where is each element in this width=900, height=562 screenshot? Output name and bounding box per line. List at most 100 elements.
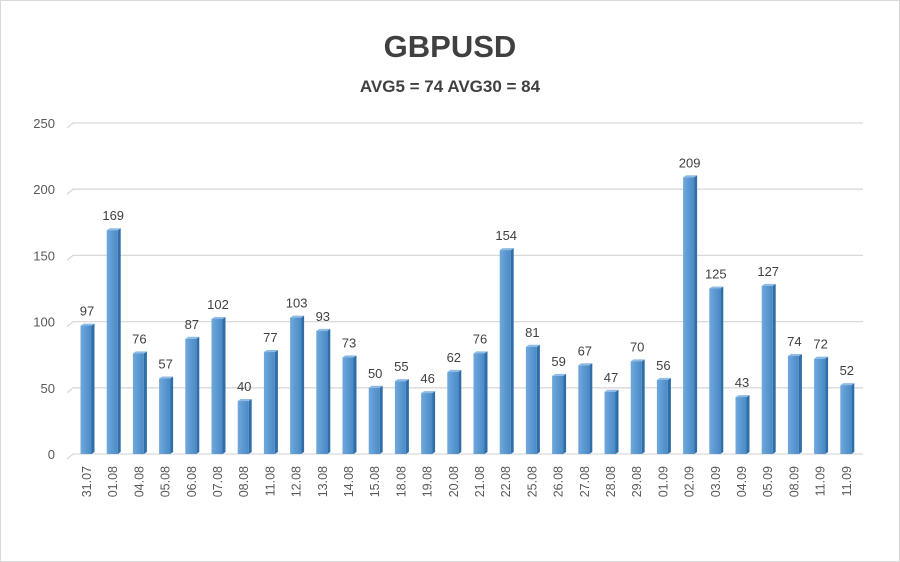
bar-top [525, 344, 540, 347]
data-label: 93 [316, 309, 330, 324]
x-tick-label: 27.08 [578, 466, 592, 497]
bar-side [117, 228, 121, 454]
data-label: 77 [263, 330, 277, 345]
bar [814, 358, 826, 454]
data-label: 74 [787, 334, 801, 349]
y-tick-label: 100 [33, 315, 55, 330]
data-label: 56 [656, 358, 670, 373]
bar-side [746, 395, 750, 454]
x-tick-label: 07.08 [211, 466, 225, 497]
bar-top [447, 369, 462, 372]
bar-top [290, 315, 305, 318]
bar [80, 325, 92, 454]
bar-top [709, 286, 724, 289]
bar [656, 379, 668, 454]
bar-top [132, 351, 147, 354]
bar [604, 391, 616, 454]
bar-top [106, 228, 121, 231]
y-tick-label: 200 [33, 182, 55, 197]
data-label: 103 [286, 296, 308, 311]
y-tick-label: 250 [33, 116, 55, 131]
bar [787, 356, 799, 454]
gridline [66, 320, 863, 328]
gridline [66, 387, 863, 394]
bar [185, 338, 197, 454]
bar-top [368, 385, 383, 388]
bar-side [274, 350, 278, 454]
x-tick-label: 29.08 [630, 466, 644, 497]
bar-side [301, 315, 305, 454]
bar [630, 361, 642, 454]
data-label: 70 [630, 339, 644, 354]
bar [316, 330, 328, 454]
bar-side [379, 385, 383, 454]
x-tick-label: 05.09 [761, 466, 775, 497]
data-label: 50 [368, 366, 382, 381]
x-tick-label: 06.08 [185, 466, 199, 497]
x-tick-label: 21.08 [473, 466, 487, 497]
bar-side [641, 359, 645, 454]
data-label: 81 [525, 325, 539, 340]
data-label: 57 [158, 357, 172, 372]
bar [761, 285, 773, 454]
x-tick-label: 08.09 [787, 466, 801, 497]
bar-top [787, 354, 802, 357]
bar [683, 177, 695, 454]
bar [159, 378, 171, 454]
x-tick-label: 02.09 [683, 466, 697, 497]
bar-top [342, 355, 357, 358]
bar-side [720, 286, 724, 454]
gridline [66, 188, 863, 195]
bar [342, 357, 354, 454]
x-tick-label: 11.08 [263, 466, 277, 496]
data-label: 43 [735, 375, 749, 390]
x-tick-label: 19.08 [421, 466, 435, 497]
data-label: 62 [447, 350, 461, 365]
bar-top [630, 359, 645, 362]
bar-top [814, 356, 829, 359]
data-label: 102 [207, 297, 229, 312]
data-label: 52 [840, 363, 854, 378]
x-tick-label: 25.08 [525, 466, 539, 497]
bar-top [499, 248, 514, 251]
bar-top [656, 377, 671, 380]
bar-side [825, 356, 829, 454]
x-tick-label: 04.08 [132, 466, 146, 497]
data-label: 169 [102, 208, 124, 223]
bar-side [432, 391, 436, 454]
data-label: 55 [394, 359, 408, 374]
bar-side [222, 316, 226, 454]
bar-top [552, 373, 567, 376]
x-tick-label: 01.09 [656, 466, 670, 497]
data-label: 97 [80, 304, 94, 319]
data-label: 125 [705, 267, 727, 282]
x-tick-label: 14.08 [342, 466, 356, 497]
bar-top [237, 399, 252, 402]
bar-side [196, 336, 200, 454]
bar-top [473, 351, 488, 354]
bar-top [604, 389, 619, 392]
bar-side [170, 376, 174, 454]
bar-side [851, 383, 855, 454]
bar-side [405, 379, 409, 454]
bar-side [458, 369, 462, 454]
y-tick-label: 50 [41, 381, 55, 396]
bar-side [798, 354, 802, 454]
bar-top [80, 323, 95, 326]
bar-top [316, 328, 331, 331]
data-label: 154 [495, 228, 517, 243]
bar-side [563, 373, 567, 454]
x-tick-label: 08.08 [237, 466, 251, 497]
bar-side [353, 355, 357, 454]
data-label: 59 [551, 354, 565, 369]
data-label: 47 [604, 370, 618, 385]
bar-top [840, 383, 855, 386]
gridline [66, 254, 863, 261]
x-tick-label: 20.08 [447, 466, 461, 497]
data-label: 40 [237, 379, 251, 394]
bar-side [589, 363, 593, 454]
bar [132, 353, 144, 454]
bar [211, 318, 223, 454]
